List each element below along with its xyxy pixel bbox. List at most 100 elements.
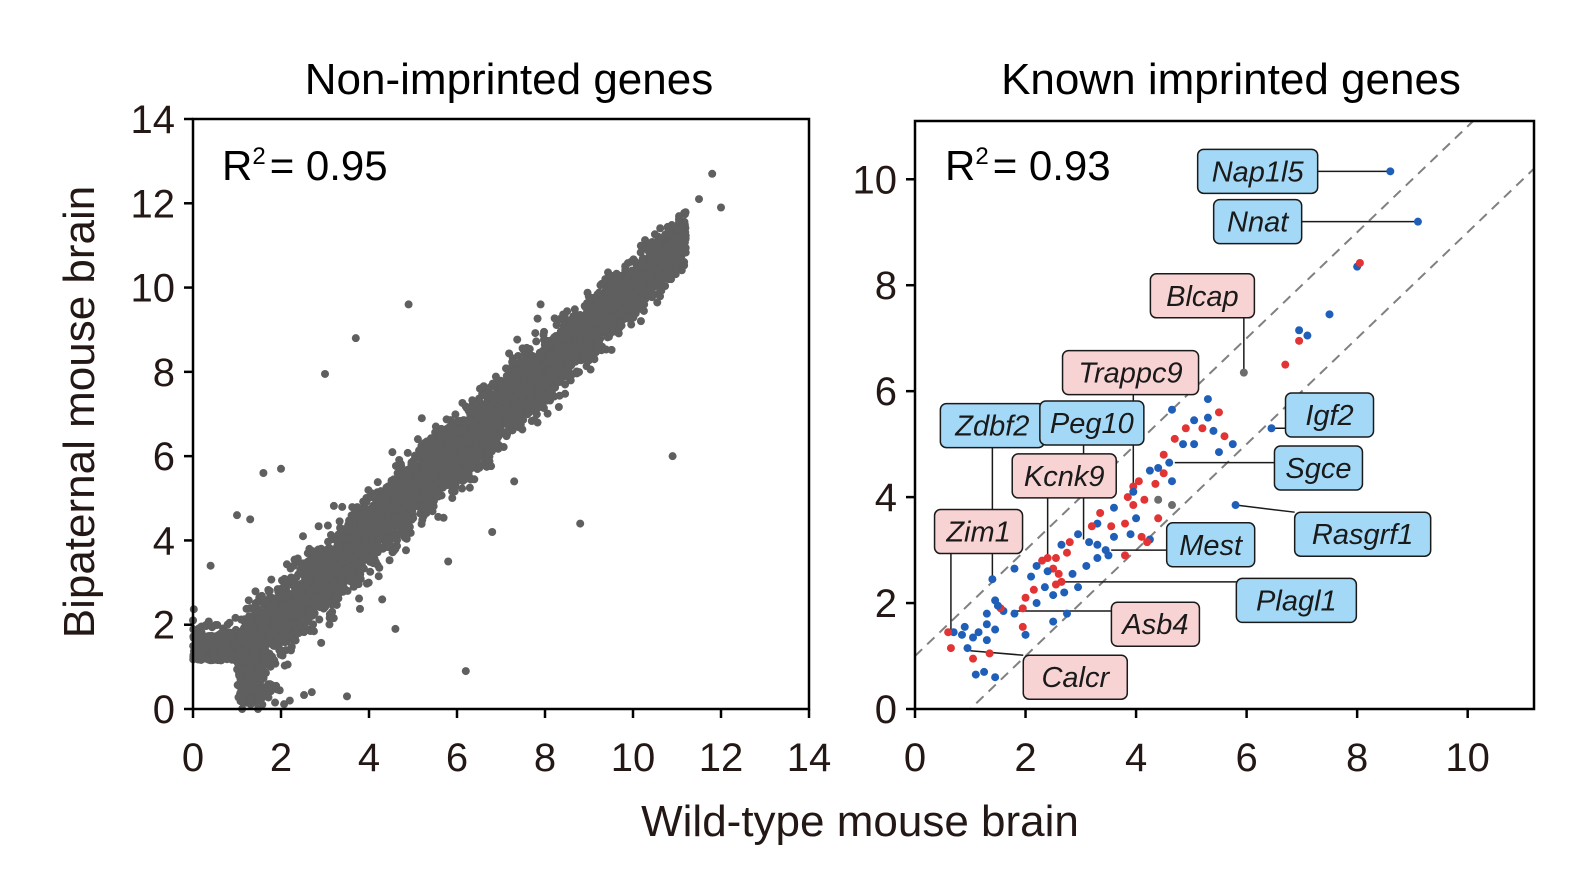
left-point-cloud xyxy=(189,169,725,713)
left-point xyxy=(202,654,211,663)
left-point xyxy=(446,416,455,425)
left-point xyxy=(575,368,584,377)
left-point xyxy=(227,629,236,638)
left-point xyxy=(531,329,540,338)
left-point xyxy=(543,409,552,418)
left-point xyxy=(242,604,251,613)
left-point xyxy=(203,636,212,645)
left-point xyxy=(220,645,229,654)
left-point xyxy=(504,426,513,435)
left-point xyxy=(202,643,211,652)
left-point xyxy=(374,572,383,581)
left-point xyxy=(648,291,657,300)
left-point xyxy=(426,500,435,509)
left-point xyxy=(402,546,411,555)
left-point xyxy=(355,604,364,613)
left-point xyxy=(323,521,332,530)
left-point xyxy=(355,594,364,603)
left-point xyxy=(266,603,275,612)
left-point xyxy=(267,575,276,584)
left-point xyxy=(629,313,638,322)
left-point xyxy=(202,621,211,630)
left-point xyxy=(216,629,225,638)
left-point xyxy=(290,555,299,564)
left-point xyxy=(303,615,312,624)
left-point xyxy=(272,681,281,690)
left-point xyxy=(448,494,457,503)
left-point xyxy=(532,337,541,346)
left-point xyxy=(601,275,610,284)
left-point xyxy=(639,306,648,315)
left-point xyxy=(458,484,467,493)
left-point xyxy=(468,402,477,411)
left-point xyxy=(636,248,645,257)
left-point xyxy=(583,288,592,297)
left-point xyxy=(349,534,358,543)
left-point xyxy=(385,556,394,565)
left-point xyxy=(300,628,309,637)
left-point xyxy=(208,642,217,651)
left-point xyxy=(513,335,522,344)
left-point xyxy=(388,448,397,457)
left-point xyxy=(396,460,405,469)
left-point xyxy=(270,641,279,650)
left-point xyxy=(542,396,551,405)
left-point xyxy=(245,695,254,704)
left-point xyxy=(373,478,382,487)
left-point xyxy=(596,281,605,290)
left-point xyxy=(636,317,645,326)
left-point xyxy=(656,224,665,233)
left-point xyxy=(309,548,318,557)
left-point xyxy=(325,620,334,629)
left-point xyxy=(253,608,262,617)
left-point xyxy=(362,579,371,588)
panel-non-imprinted: Non-imprinted genes 0 2 4 6 8 10 12 14024681012… xyxy=(131,55,832,780)
left-panel-title: Non-imprinted genes xyxy=(305,55,713,104)
left-point xyxy=(211,620,220,629)
left-point xyxy=(195,624,204,633)
left-point xyxy=(264,680,273,689)
left-point xyxy=(197,648,206,657)
left-point xyxy=(552,321,561,330)
left-point xyxy=(317,638,326,647)
left-point xyxy=(494,444,503,453)
left-point xyxy=(576,310,585,319)
left-point xyxy=(582,310,591,319)
left-point xyxy=(289,561,298,570)
left-point xyxy=(403,448,412,457)
left-point xyxy=(271,698,280,707)
left-point xyxy=(244,596,253,605)
left-point xyxy=(315,615,324,624)
left-point xyxy=(393,469,402,478)
left-point xyxy=(291,580,300,589)
left-point xyxy=(681,208,690,217)
left-point xyxy=(530,415,539,424)
left-point xyxy=(449,482,458,491)
left-point xyxy=(642,245,651,254)
left-point xyxy=(475,463,484,472)
left-point xyxy=(280,661,289,670)
left-point xyxy=(239,698,248,707)
left-point xyxy=(303,549,312,558)
left-point xyxy=(675,212,684,221)
left-point xyxy=(533,314,542,323)
left-point xyxy=(418,516,427,525)
left-point xyxy=(225,618,234,627)
left-point xyxy=(522,343,531,352)
left-point xyxy=(335,517,344,526)
left-point xyxy=(329,501,338,510)
left-point xyxy=(451,410,460,419)
left-point xyxy=(504,420,513,429)
left-point xyxy=(475,384,484,393)
left-point xyxy=(287,642,296,651)
left-point xyxy=(641,236,650,245)
left-point xyxy=(554,402,563,411)
left-point xyxy=(466,475,475,484)
left-point xyxy=(194,629,203,638)
left-point xyxy=(265,586,274,595)
left-point xyxy=(258,672,267,681)
left-point xyxy=(614,329,623,338)
left-point xyxy=(465,483,474,492)
left-point xyxy=(222,655,231,664)
